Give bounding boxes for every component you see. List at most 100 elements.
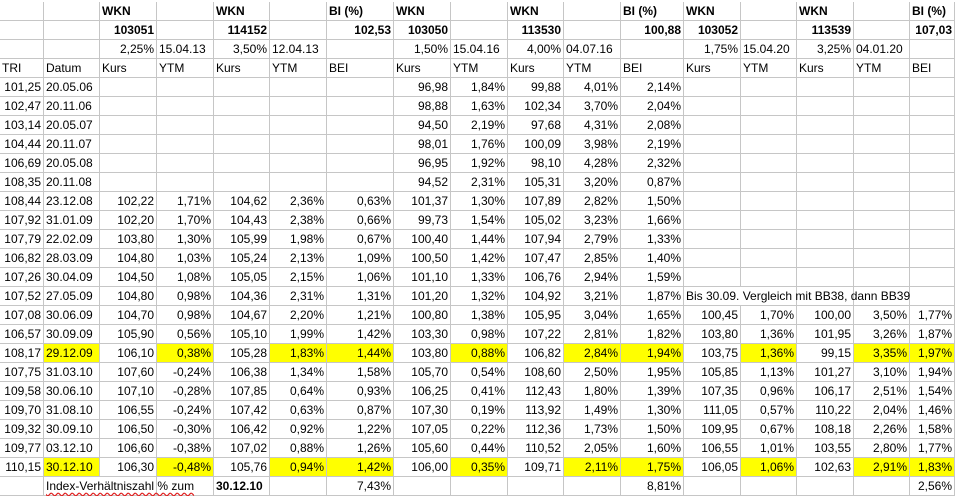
cell-row-19-kurs-f[interactable]: 108,18 (797, 420, 854, 439)
cell-row-16-ytm-d[interactable]: 2,50% (564, 363, 621, 382)
cell-row-10-kurs-c[interactable]: 100,50 (394, 249, 451, 268)
cell-row-6-kurs-f[interactable] (797, 173, 854, 192)
cell-row-15-kurs-f[interactable]: 99,15 (797, 344, 854, 363)
cell-row-8-ytm-c[interactable]: 1,54% (451, 211, 508, 230)
cell-row-8-bei-1[interactable]: 0,66% (327, 211, 394, 230)
cell-row-15-kurs-b[interactable]: 105,28 (214, 344, 270, 363)
cell-footer-ytm-c[interactable] (451, 477, 508, 496)
cell-row-20-ytm-b[interactable]: 0,88% (270, 439, 327, 458)
cell-row-5-kurs-b[interactable] (214, 154, 270, 173)
cell-row-9-bei-2[interactable]: 1,33% (621, 230, 684, 249)
cell-row-4-tri[interactable]: 104,44 (0, 135, 44, 154)
cell-row-9-kurs-e[interactable] (684, 230, 741, 249)
cell-row-4-bei-1[interactable] (327, 135, 394, 154)
cell-row-16-kurs-a[interactable]: 107,60 (100, 363, 157, 382)
cell-row-21-kurs-a[interactable]: 106,30 (100, 458, 157, 477)
cell-row-1-kurs-d[interactable]: 99,88 (508, 78, 564, 97)
cell-header-1-kurs-f[interactable]: WKN (797, 2, 854, 21)
cell-row-16-ytm-f[interactable]: 3,10% (854, 363, 910, 382)
cell-row-10-bei-1[interactable]: 1,09% (327, 249, 394, 268)
cell-row-11-datum[interactable]: 30.04.09 (44, 268, 100, 287)
cell-header-3-bei-2[interactable] (621, 40, 684, 59)
cell-footer-tri[interactable] (0, 477, 44, 496)
cell-row-10-tri[interactable]: 106,82 (0, 249, 44, 268)
cell-row-21-bei-1[interactable]: 1,42% (327, 458, 394, 477)
cell-row-17-kurs-e[interactable]: 107,35 (684, 382, 741, 401)
cell-row-11-ytm-a[interactable]: 1,08% (157, 268, 214, 287)
cell-footer-ytm-f[interactable] (854, 477, 910, 496)
cell-row-7-bei-2[interactable]: 1,50% (621, 192, 684, 211)
cell-row-9-datum[interactable]: 22.02.09 (44, 230, 100, 249)
cell-row-4-kurs-d[interactable]: 100,09 (508, 135, 564, 154)
cell-header-4-kurs-b[interactable]: Kurs (214, 59, 270, 78)
cell-row-15-ytm-d[interactable]: 2,84% (564, 344, 621, 363)
cell-header-3-ytm-c[interactable]: 15.04.16 (451, 40, 508, 59)
cell-row-3-kurs-e[interactable] (684, 116, 741, 135)
cell-row-15-kurs-e[interactable]: 103,75 (684, 344, 741, 363)
cell-row-2-ytm-f[interactable] (854, 97, 910, 116)
cell-row-3-kurs-b[interactable] (214, 116, 270, 135)
cell-row-19-tri[interactable]: 109,32 (0, 420, 44, 439)
cell-row-16-kurs-f[interactable]: 101,27 (797, 363, 854, 382)
cell-row-1-kurs-e[interactable] (684, 78, 741, 97)
cell-footer-ytm-d[interactable] (564, 477, 621, 496)
cell-row-3-bei-1[interactable] (327, 116, 394, 135)
cell-footer-kurs-f[interactable] (797, 477, 854, 496)
cell-row-3-tri[interactable]: 103,14 (0, 116, 44, 135)
cell-row-7-ytm-c[interactable]: 1,30% (451, 192, 508, 211)
cell-row-19-ytm-f[interactable]: 2,26% (854, 420, 910, 439)
cell-row-13-kurs-f[interactable]: 100,00 (797, 306, 854, 325)
cell-row-17-datum[interactable]: 30.06.10 (44, 382, 100, 401)
cell-row-5-bei-2[interactable]: 2,32% (621, 154, 684, 173)
cell-row-6-ytm-f[interactable] (854, 173, 910, 192)
cell-row-6-bei-1[interactable] (327, 173, 394, 192)
cell-row-9-ytm-b[interactable]: 1,98% (270, 230, 327, 249)
cell-row-10-datum[interactable]: 28.03.09 (44, 249, 100, 268)
footer-label[interactable]: Index-Verhältniszahl % zum (44, 477, 194, 496)
cell-footer-bei-2[interactable]: 8,81% (621, 477, 684, 496)
cell-row-4-kurs-a[interactable] (100, 135, 157, 154)
cell-row-2-kurs-d[interactable]: 102,34 (508, 97, 564, 116)
cell-row-6-kurs-d[interactable]: 105,31 (508, 173, 564, 192)
cell-row-11-ytm-f[interactable] (854, 268, 910, 287)
cell-row-1-bei-2[interactable]: 2,14% (621, 78, 684, 97)
cell-row-1-ytm-b[interactable] (270, 78, 327, 97)
cell-row-12-ytm-f[interactable] (854, 287, 910, 306)
cell-row-6-tri[interactable]: 108,35 (0, 173, 44, 192)
cell-row-3-ytm-e[interactable] (741, 116, 797, 135)
cell-row-21-ytm-f[interactable]: 2,91% (854, 458, 910, 477)
cell-row-5-ytm-d[interactable]: 4,28% (564, 154, 621, 173)
cell-row-3-bei-3[interactable] (910, 116, 955, 135)
cell-header-2-ytm-c[interactable] (451, 21, 508, 40)
cell-row-16-bei-2[interactable]: 1,95% (621, 363, 684, 382)
cell-row-19-ytm-a[interactable]: -0,30% (157, 420, 214, 439)
cell-row-17-ytm-c[interactable]: 0,41% (451, 382, 508, 401)
cell-row-2-ytm-e[interactable] (741, 97, 797, 116)
cell-header-1-kurs-e[interactable]: WKN (684, 2, 741, 21)
cell-row-2-bei-1[interactable] (327, 97, 394, 116)
cell-row-3-ytm-f[interactable] (854, 116, 910, 135)
cell-row-13-ytm-d[interactable]: 3,04% (564, 306, 621, 325)
cell-header-2-kurs-f[interactable]: 113539 (797, 21, 854, 40)
cell-row-5-tri[interactable]: 106,69 (0, 154, 44, 173)
cell-header-2-ytm-b[interactable] (270, 21, 327, 40)
cell-row-14-ytm-a[interactable]: 0,56% (157, 325, 214, 344)
cell-row-9-kurs-f[interactable] (797, 230, 854, 249)
cell-header-1-ytm-a[interactable] (157, 2, 214, 21)
cell-row-5-kurs-d[interactable]: 98,10 (508, 154, 564, 173)
cell-row-7-ytm-d[interactable]: 2,82% (564, 192, 621, 211)
cell-row-19-ytm-d[interactable]: 1,73% (564, 420, 621, 439)
cell-row-11-bei-3[interactable] (910, 268, 955, 287)
cell-row-16-ytm-c[interactable]: 0,54% (451, 363, 508, 382)
cell-row-18-bei-3[interactable]: 1,46% (910, 401, 955, 420)
cell-row-16-ytm-b[interactable]: 1,34% (270, 363, 327, 382)
cell-row-13-kurs-b[interactable]: 104,67 (214, 306, 270, 325)
cell-header-1-ytm-d[interactable] (564, 2, 621, 21)
cell-row-2-kurs-c[interactable]: 98,88 (394, 97, 451, 116)
cell-row-12-tri[interactable]: 107,52 (0, 287, 44, 306)
cell-row-1-kurs-a[interactable] (100, 78, 157, 97)
cell-row-1-kurs-f[interactable] (797, 78, 854, 97)
cell-row-1-ytm-e[interactable] (741, 78, 797, 97)
cell-header-4-ytm-a[interactable]: YTM (157, 59, 214, 78)
cell-row-4-ytm-d[interactable]: 3,98% (564, 135, 621, 154)
